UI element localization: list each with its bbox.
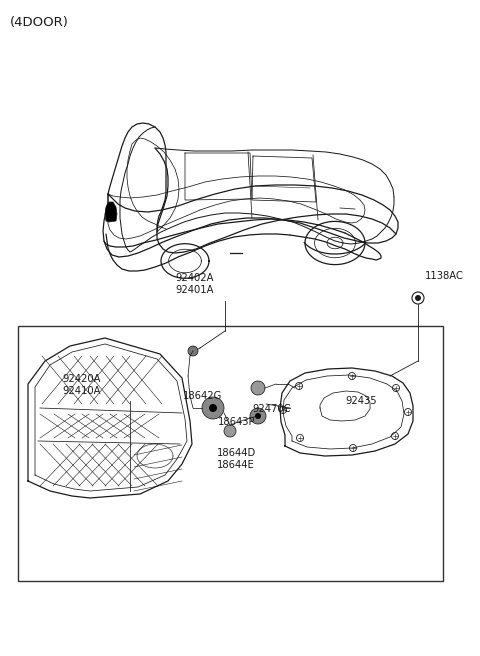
Circle shape: [209, 404, 217, 412]
Text: 92401A: 92401A: [176, 285, 214, 295]
Text: 92420A: 92420A: [62, 374, 100, 384]
Text: 1138AC: 1138AC: [425, 271, 464, 281]
Text: 18643P: 18643P: [218, 417, 255, 427]
Text: 18644E: 18644E: [217, 460, 255, 470]
Bar: [18, 326, 443, 581]
Circle shape: [251, 381, 265, 395]
Circle shape: [224, 425, 236, 437]
Circle shape: [188, 346, 198, 356]
Polygon shape: [105, 202, 117, 222]
Text: (4DOOR): (4DOOR): [10, 16, 69, 29]
Circle shape: [202, 397, 224, 419]
Text: 18642G: 18642G: [183, 391, 222, 401]
Text: 92402A: 92402A: [176, 273, 214, 283]
Text: 92410A: 92410A: [62, 386, 100, 396]
Circle shape: [250, 408, 266, 424]
Text: 92435: 92435: [345, 396, 377, 406]
Circle shape: [255, 413, 261, 419]
Circle shape: [415, 295, 421, 301]
Text: 18644D: 18644D: [217, 448, 256, 458]
Text: 92470C: 92470C: [252, 404, 290, 414]
